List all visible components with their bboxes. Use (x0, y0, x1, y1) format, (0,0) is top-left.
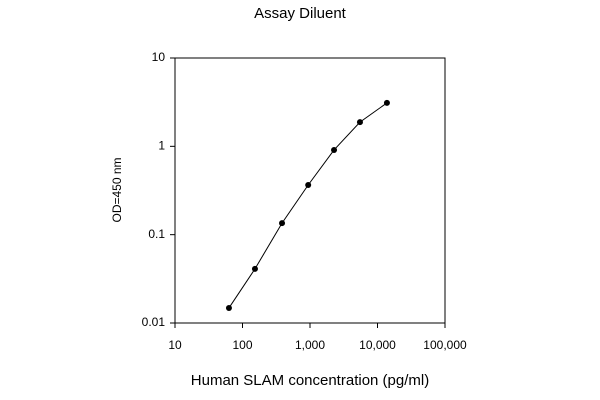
x-tick-label: 10 (168, 338, 182, 352)
point (279, 220, 286, 227)
point (356, 119, 363, 126)
y-axis-label: OD=450 nm (110, 157, 124, 222)
y-tick-label: 10 (152, 50, 166, 64)
x-tick-label: 100,000 (423, 338, 467, 352)
point (251, 265, 258, 272)
point (383, 99, 390, 106)
x-tick-label: 10,000 (359, 338, 396, 352)
plot-frame (174, 57, 446, 324)
x-tick-label: 100 (232, 338, 252, 352)
point (225, 304, 232, 311)
x-axis-label: Human SLAM concentration (pg/ml) (191, 372, 429, 389)
point (331, 146, 338, 153)
y-tick-label: 0.01 (142, 315, 166, 329)
y-tick-label: 1 (158, 139, 165, 153)
y-tick-label: 0.1 (148, 227, 165, 241)
chart-title: Assay Diluent (254, 5, 347, 22)
x-tick-label: 1,000 (295, 338, 325, 352)
line (228, 102, 388, 309)
point (305, 181, 312, 188)
